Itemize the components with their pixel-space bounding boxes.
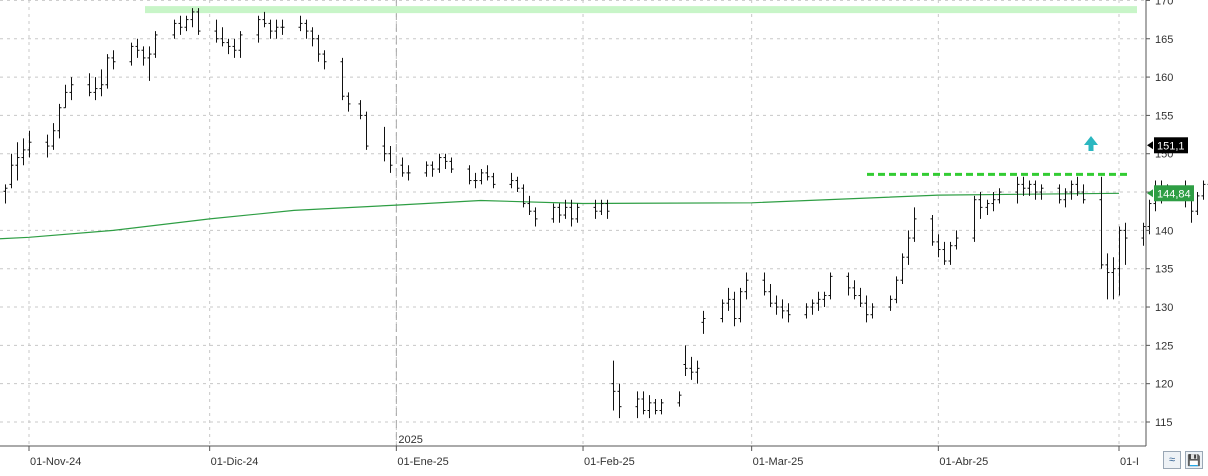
year-label: 2025 <box>398 434 422 446</box>
y-tick-label: 115 <box>1155 417 1173 429</box>
moving-average-badge: 144,84 <box>1154 185 1194 201</box>
zigzag-icon: ≈ <box>1169 454 1175 466</box>
autoscale-button[interactable]: ≈ <box>1163 451 1181 469</box>
save-button[interactable]: 💾 <box>1185 451 1203 469</box>
x-tick-label: 01-Mar-25 <box>753 456 804 468</box>
x-tick-label: 01-Abr-25 <box>939 456 988 468</box>
y-tick-label: 160 <box>1155 72 1173 84</box>
y-tick-label: 155 <box>1155 110 1173 122</box>
last-price-label: 151,1 <box>1157 140 1185 152</box>
y-tick-label: 130 <box>1155 302 1173 314</box>
x-tick-label: 01-Dic-24 <box>211 456 259 468</box>
last-price-badge: 151,1 <box>1154 137 1188 153</box>
moving-average-label: 144,84 <box>1157 188 1191 200</box>
x-tick-label: 01-I <box>1120 456 1139 468</box>
y-tick-label: 140 <box>1155 225 1173 237</box>
y-tick-label: 120 <box>1155 379 1173 391</box>
x-tick-label: 01-Ene-25 <box>397 456 448 468</box>
y-tick-label: 165 <box>1155 34 1173 46</box>
resistance-band <box>145 6 1137 13</box>
y-tick-label: 125 <box>1155 340 1173 352</box>
y-tick-label: 170 <box>1155 0 1173 7</box>
x-tick-label: 01-Feb-25 <box>584 456 635 468</box>
y-tick-label: 135 <box>1155 264 1173 276</box>
save-icon: 💾 <box>1187 454 1201 467</box>
x-tick-label: 01-Nov-24 <box>30 456 81 468</box>
